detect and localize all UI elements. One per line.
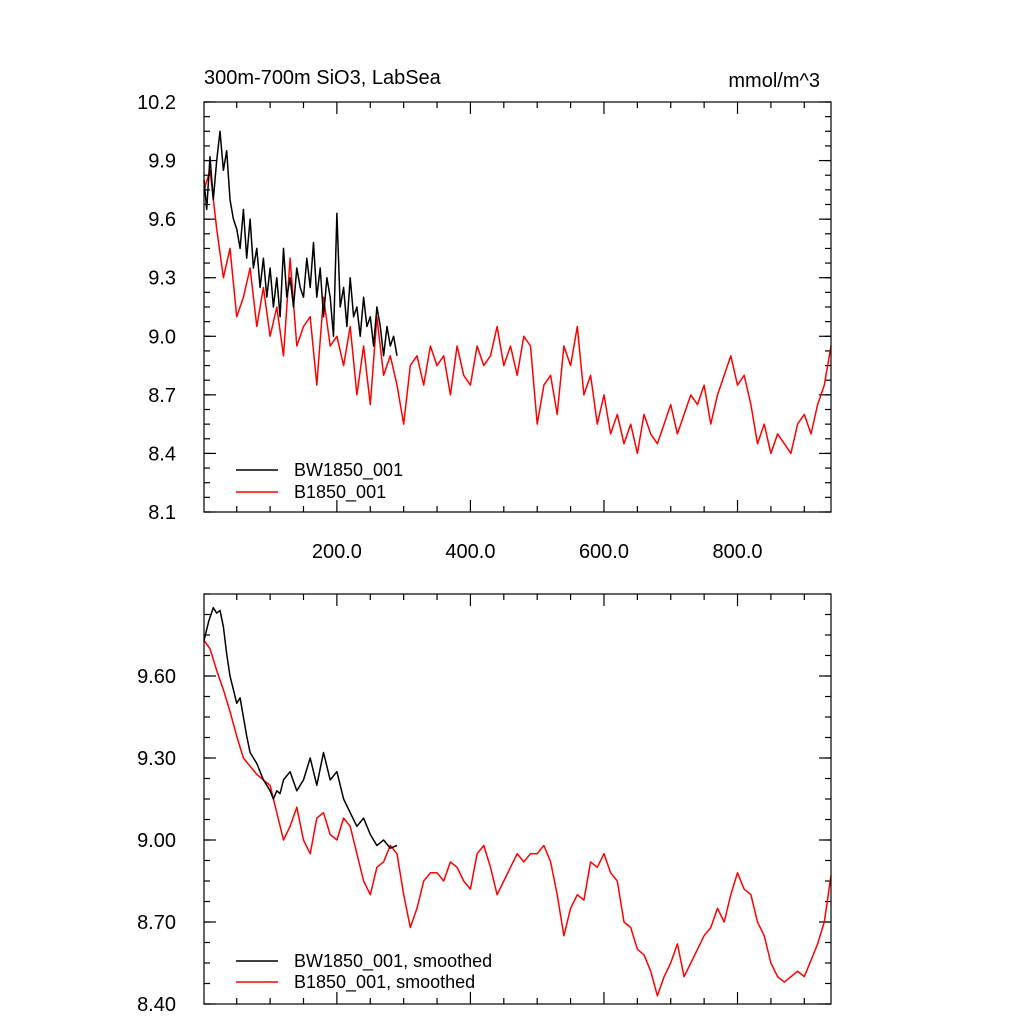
y-tick-label: 8.1: [148, 502, 176, 524]
x-tick-label: 400.0: [445, 541, 495, 563]
y-tick-label: 8.40: [137, 994, 176, 1016]
upper-axis-ticks: 200.0 400.0 600.0 800.0 8.1 8.4 8.7 9.0 9.3 9.6 9.…: [137, 92, 831, 563]
x-tick-label: 800.0: [712, 541, 762, 563]
x-tick-label: 600.0: [579, 541, 629, 563]
y-tick-label: 8.70: [137, 912, 176, 934]
lower-plot-lines: [203, 606, 832, 997]
series-line-bw1850-001: [203, 130, 398, 357]
series-line-bw1850-001-smoothed: [203, 606, 398, 849]
y-tick-label: 9.3: [148, 268, 176, 290]
upper-plot-lines: [203, 130, 832, 455]
y-tick-label: 10.2: [137, 92, 176, 114]
y-tick-label: 9.0: [148, 326, 176, 348]
y-tick-label: 9.9: [148, 151, 176, 173]
x-tick-label: 200.0: [312, 541, 362, 563]
legend-label-bw1850: BW1850_001: [294, 460, 403, 481]
y-tick-label: 9.30: [137, 748, 176, 770]
series-line-b1850-001-smoothed: [203, 640, 832, 997]
chart-title: 300m-700m SiO3, LabSea: [204, 67, 442, 89]
chart-units: mmol/m^3: [728, 70, 820, 92]
upper-plot-frame: [203, 101, 832, 513]
upper-legend: BW1850_001 B1850_001: [236, 460, 403, 503]
y-tick-label: 8.4: [148, 443, 176, 465]
series-line-b1850-001: [203, 169, 832, 455]
lower-plot-frame: [203, 593, 832, 1005]
legend-label-bw1850-smoothed: BW1850_001, smoothed: [294, 951, 492, 972]
y-tick-label: 9.60: [137, 666, 176, 688]
upper-chart-panel: 300m-700m SiO3, LabSea mmol/m^3 200.0 400…: [137, 67, 832, 563]
lower-chart-panel: 8.40 8.70 9.00 9.30 9.60 BW1850_001, smoothe…: [137, 593, 832, 1016]
y-tick-label: 8.7: [148, 385, 176, 407]
y-tick-label: 9.6: [148, 209, 176, 231]
lower-legend: BW1850_001, smoothed B1850_001, smoothed: [236, 951, 492, 993]
y-tick-label: 9.00: [137, 830, 176, 852]
legend-label-b1850-smoothed: B1850_001, smoothed: [294, 972, 475, 993]
lower-axis-ticks: 8.40 8.70 9.00 9.30 9.60: [137, 593, 831, 1016]
legend-label-b1850: B1850_001: [294, 482, 386, 503]
